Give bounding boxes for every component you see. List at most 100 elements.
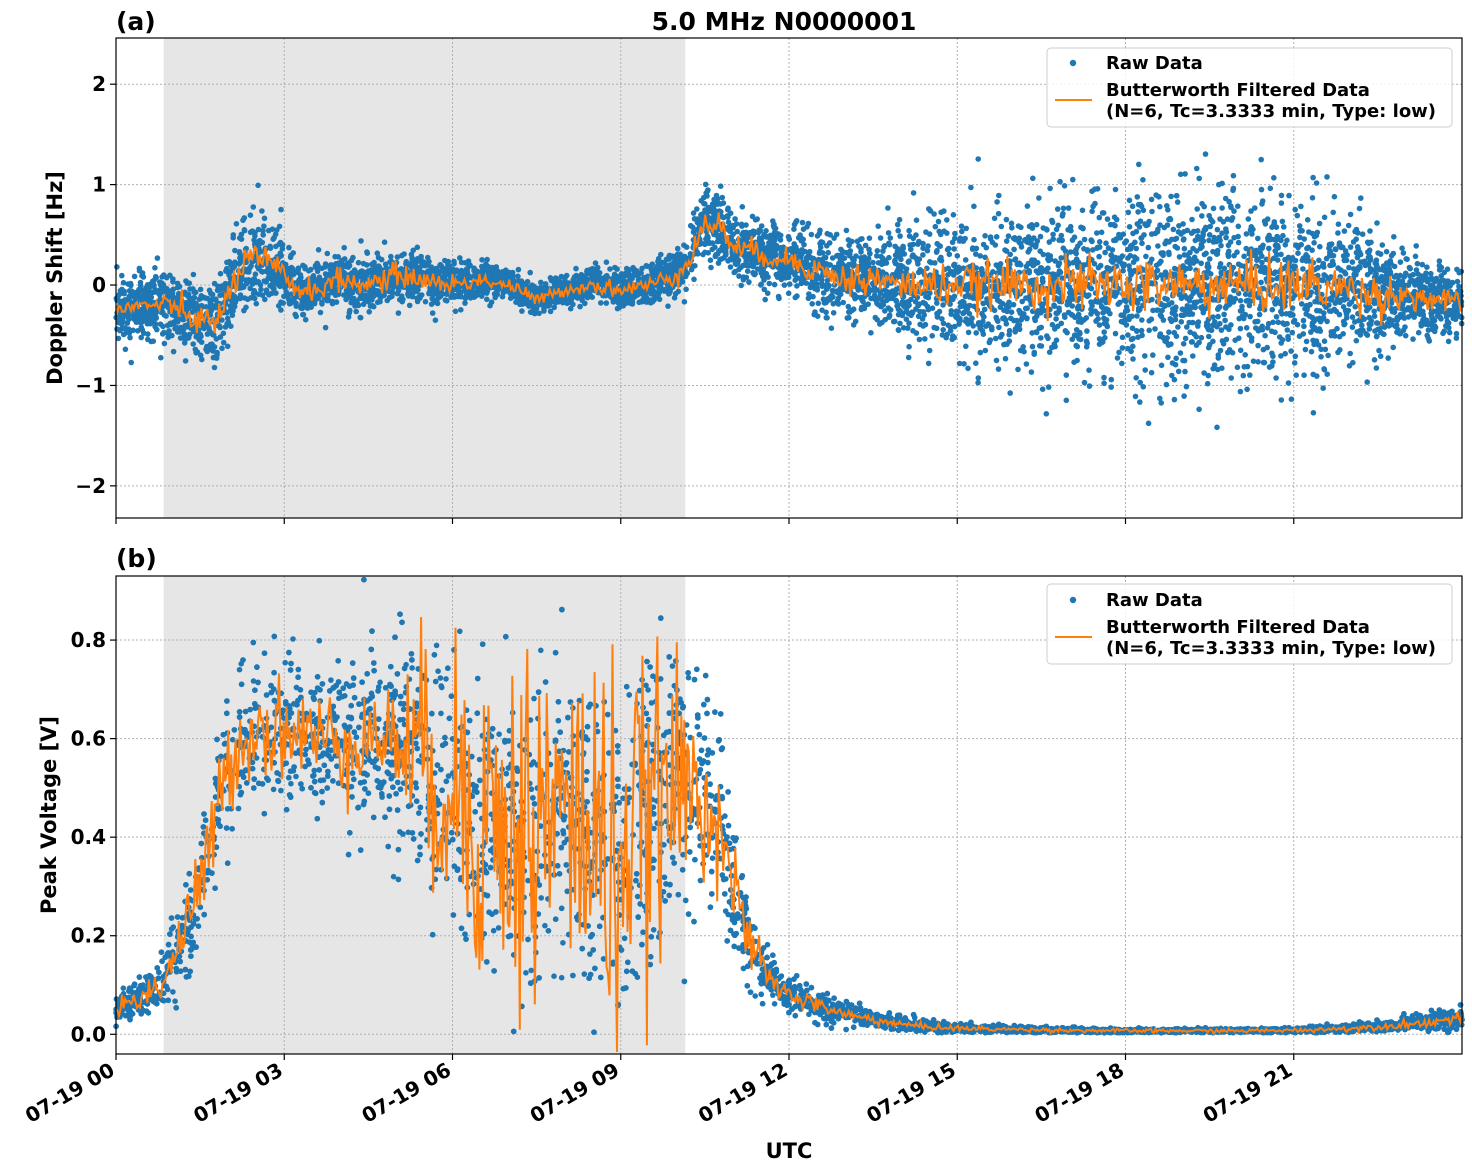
raw-data-point [968,185,974,191]
raw-data-point [1152,326,1158,332]
raw-data-point [1024,361,1030,367]
raw-data-point [952,335,958,341]
raw-data-point [1289,396,1295,402]
raw-data-point [983,323,989,329]
raw-data-point [1046,384,1052,390]
raw-data-point [158,355,164,361]
raw-data-point [1359,323,1365,329]
raw-data-point [223,281,229,287]
raw-data-point [1142,367,1148,373]
raw-data-point [1101,375,1107,381]
raw-data-point [1171,227,1177,233]
raw-data-point [881,302,887,308]
raw-data-point [1341,304,1347,310]
raw-data-point [1103,295,1109,301]
raw-data-point [1416,330,1422,336]
raw-data-point [726,219,732,225]
raw-data-point [1207,256,1213,262]
raw-data-point [950,297,956,303]
raw-data-point [829,325,835,331]
raw-data-point [1190,353,1196,359]
raw-data-point [1011,302,1017,308]
raw-data-point [286,245,292,251]
raw-data-point [1150,352,1156,358]
raw-data-point [183,358,189,364]
raw-data-point [1050,232,1056,238]
raw-data-point [1172,397,1178,403]
raw-data-point [1260,243,1266,249]
raw-data-point [1172,244,1178,250]
raw-data-point [1350,259,1356,265]
raw-data-point [1390,345,1396,351]
raw-data-point [358,238,364,244]
raw-data-point [1232,337,1238,343]
raw-data-point [1218,261,1224,267]
raw-data-point [1216,355,1222,361]
raw-data-point [1316,258,1322,264]
raw-data-point [920,252,926,258]
raw-data-point [878,296,884,302]
raw-data-point [881,244,887,250]
raw-data-point [1286,193,1292,199]
raw-data-point [1090,204,1096,210]
raw-data-point [1219,181,1225,187]
raw-data-point [1322,215,1328,221]
raw-data-point [429,264,435,270]
raw-data-point [794,283,800,289]
raw-data-point [1062,314,1068,320]
raw-data-point [253,271,259,277]
raw-data-point [886,255,892,261]
raw-data-point [1247,332,1253,338]
raw-data-point [1055,310,1061,316]
raw-data-point [1391,307,1397,313]
raw-data-point [319,301,325,307]
raw-data-point [1009,309,1015,315]
raw-data-point [762,297,768,303]
raw-data-point [1203,151,1209,157]
raw-data-point [1440,331,1446,337]
raw-data-point [992,216,998,222]
raw-data-point [1034,310,1040,316]
raw-data-point [1054,337,1060,343]
raw-data-point [1400,306,1406,312]
raw-data-point [1238,389,1244,395]
raw-data-point [1006,304,1012,310]
raw-data-point [232,248,238,254]
raw-data-point [1371,309,1377,315]
raw-data-point [1231,235,1237,241]
raw-data-point [844,228,850,234]
raw-data-point [692,216,698,222]
raw-data-point [119,273,125,279]
raw-data-point [1288,348,1294,354]
raw-data-point [353,309,359,315]
raw-data-point [1278,252,1284,258]
raw-data-point [825,250,831,256]
raw-data-point [1341,319,1347,325]
raw-data-point [888,307,894,313]
raw-data-point [1206,334,1212,340]
raw-data-point [1127,198,1133,204]
raw-data-point [1177,254,1183,260]
raw-data-point [1378,353,1384,359]
raw-data-point [1376,348,1382,354]
raw-data-point [1330,210,1336,216]
raw-data-point [906,258,912,264]
raw-data-point [1284,321,1290,327]
raw-data-point [1103,240,1109,246]
raw-data-point [1149,197,1155,203]
raw-data-point [484,257,490,263]
raw-data-point [1082,380,1088,386]
raw-data-point [996,325,1002,331]
raw-data-point [210,348,216,354]
raw-data-point [809,301,815,307]
raw-data-point [1176,369,1182,375]
raw-data-point [1373,260,1379,266]
raw-data-point [1133,394,1139,400]
raw-data-point [607,266,613,272]
figure-title: 5.0 MHz N0000001 [652,7,917,36]
raw-data-point [1293,258,1299,264]
raw-data-point [240,217,246,223]
raw-data-point [1380,242,1386,248]
raw-data-point [231,232,237,238]
raw-data-point [577,304,583,310]
